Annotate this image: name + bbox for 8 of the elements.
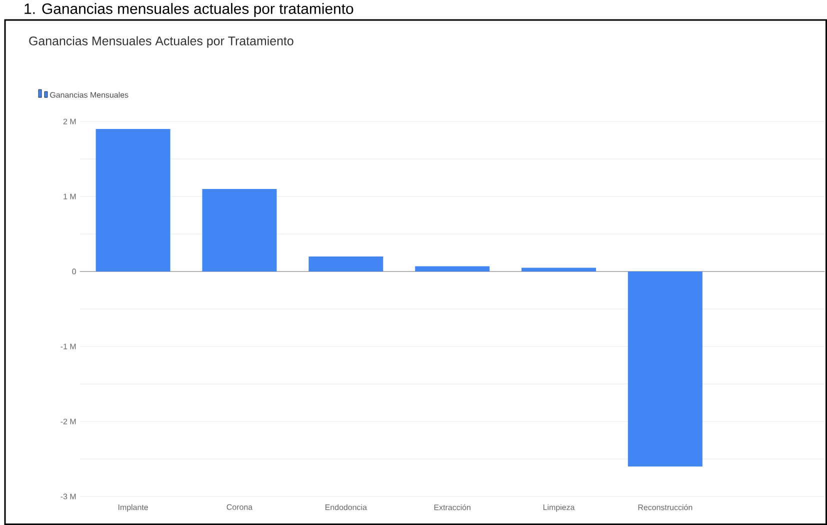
text: 1. Ganancias mensuales actuales por tratamiento xyxy=(24,3,354,17)
chart-title: Ganancias Mensuales Actuales por Tratamiento xyxy=(29,36,294,48)
bar xyxy=(415,266,490,272)
bar xyxy=(202,188,277,272)
bar xyxy=(522,268,596,272)
bar xyxy=(96,128,170,272)
bar xyxy=(308,256,384,272)
bar xyxy=(628,271,702,466)
